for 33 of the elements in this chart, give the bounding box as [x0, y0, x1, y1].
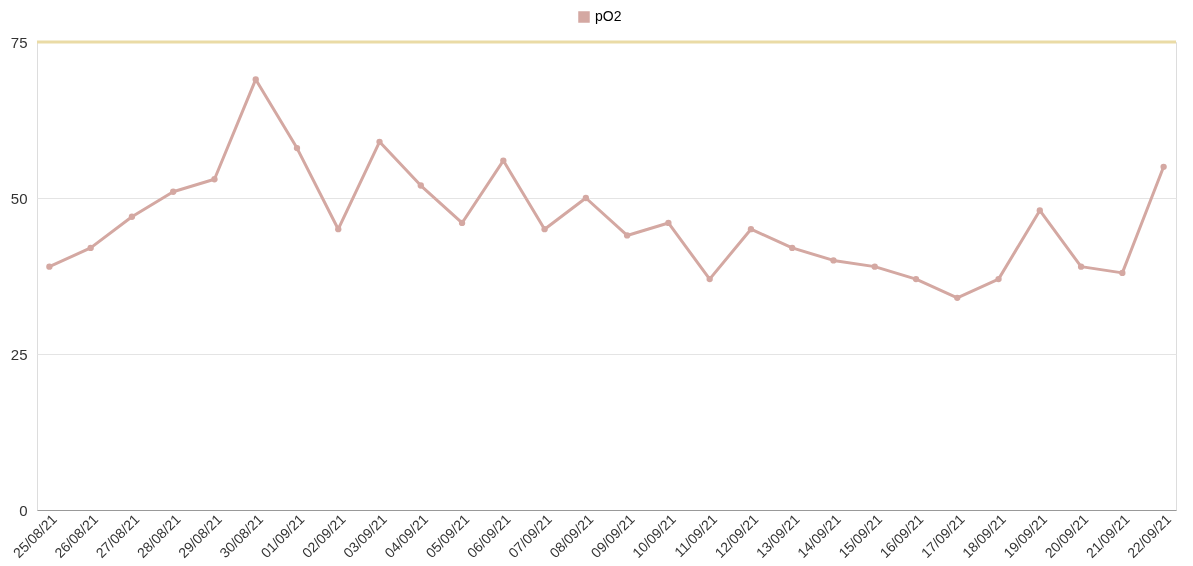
- point: [1119, 269, 1126, 277]
- point: [1160, 163, 1167, 170]
- point: [1077, 263, 1085, 270]
- legend-label: pO2: [595, 8, 622, 24]
- point: [211, 176, 218, 183]
- point: [458, 219, 466, 227]
- point: [293, 144, 301, 152]
- point: [87, 244, 94, 252]
- point: [830, 257, 837, 264]
- point: [706, 275, 713, 283]
- point: [995, 275, 1002, 283]
- point: [954, 294, 961, 301]
- y-tick-label: 0: [19, 501, 28, 519]
- point: [623, 232, 631, 239]
- point: [871, 263, 878, 270]
- point: [747, 226, 755, 233]
- point: [252, 76, 259, 83]
- point: [170, 188, 177, 195]
- point: [376, 138, 383, 145]
- point: [46, 263, 53, 270]
- point: [582, 194, 590, 202]
- point: [912, 275, 920, 283]
- y-tick-label: 75: [10, 33, 28, 51]
- point: [128, 213, 136, 220]
- point: [789, 244, 796, 252]
- point: [1036, 207, 1043, 214]
- point: [335, 226, 342, 233]
- point: [500, 157, 507, 164]
- point: [541, 226, 548, 233]
- point: [417, 182, 424, 189]
- y-tick-label: 50: [10, 189, 28, 207]
- y-tick-label: 25: [10, 345, 28, 363]
- point: [665, 219, 672, 227]
